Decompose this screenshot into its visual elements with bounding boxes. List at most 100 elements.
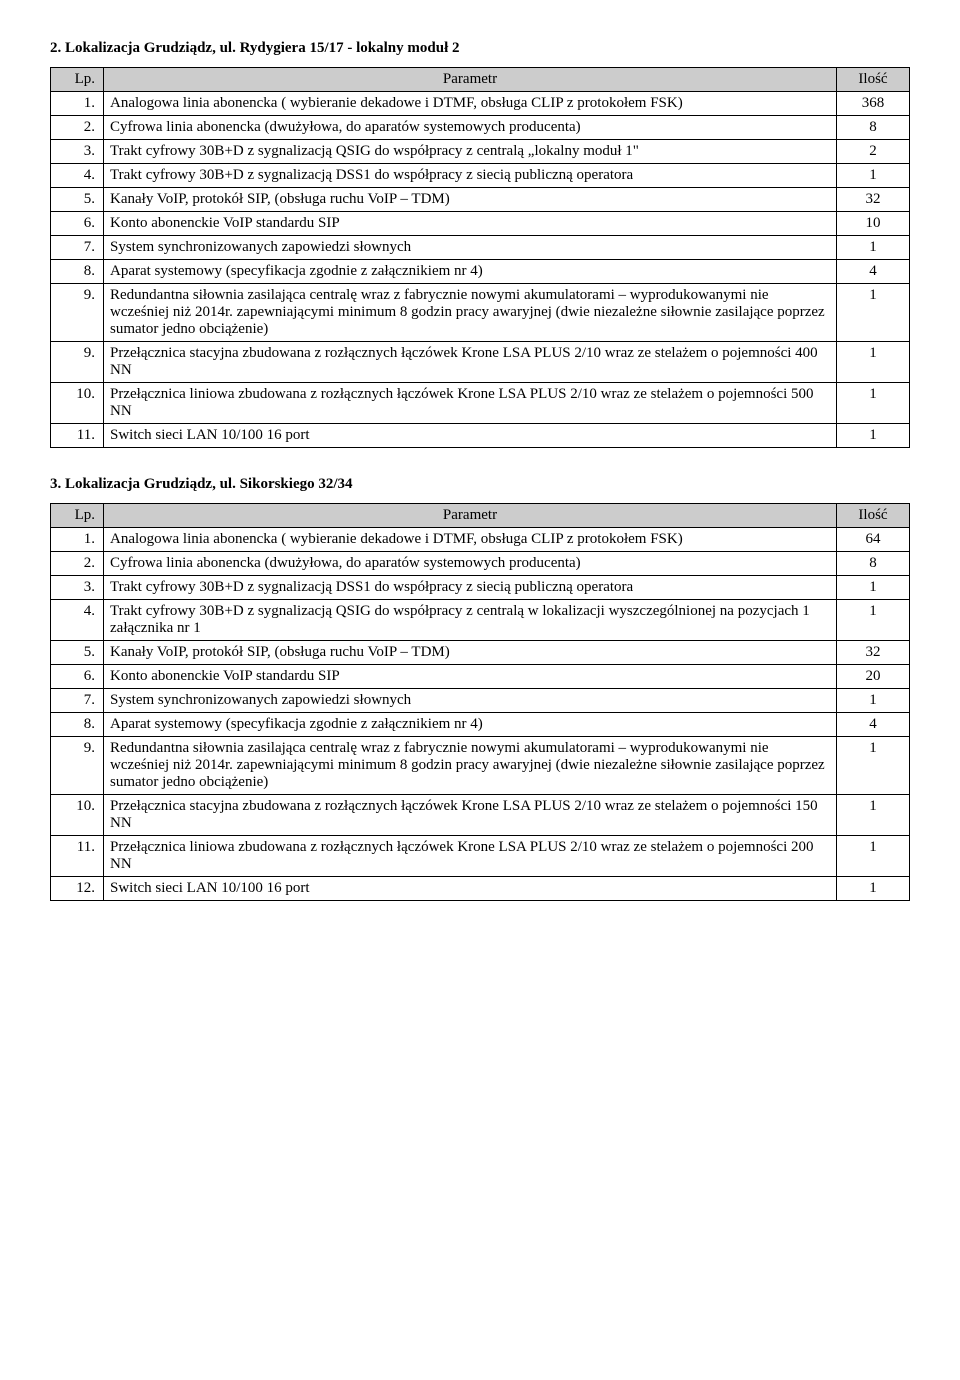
- table-row: 9.Redundantna siłownia zasilająca centra…: [51, 737, 910, 795]
- cell-ilosc: 32: [837, 641, 910, 665]
- table-row: 11.Switch sieci LAN 10/100 16 port1: [51, 424, 910, 448]
- cell-ilosc: 1: [837, 424, 910, 448]
- header-ilosc: Ilość: [837, 68, 910, 92]
- table-row: 6.Konto abonenckie VoIP standardu SIP20: [51, 665, 910, 689]
- header-param: Parametr: [104, 68, 837, 92]
- cell-ilosc: 1: [837, 689, 910, 713]
- cell-param: Trakt cyfrowy 30B+D z sygnalizacją DSS1 …: [104, 164, 837, 188]
- cell-lp: 5.: [51, 641, 104, 665]
- cell-param: Trakt cyfrowy 30B+D z sygnalizacją QSIG …: [104, 140, 837, 164]
- header-lp: Lp.: [51, 504, 104, 528]
- header-ilosc: Ilość: [837, 504, 910, 528]
- cell-ilosc: 4: [837, 713, 910, 737]
- cell-lp: 11.: [51, 836, 104, 877]
- table-row: 1.Analogowa linia abonencka ( wybieranie…: [51, 528, 910, 552]
- cell-ilosc: 1: [837, 795, 910, 836]
- cell-param: Aparat systemowy (specyfikacja zgodnie z…: [104, 260, 837, 284]
- cell-lp: 10.: [51, 383, 104, 424]
- cell-ilosc: 1: [837, 383, 910, 424]
- cell-ilosc: 368: [837, 92, 910, 116]
- cell-param: Kanały VoIP, protokół SIP, (obsługa ruch…: [104, 641, 837, 665]
- cell-lp: 2.: [51, 552, 104, 576]
- cell-param: Redundantna siłownia zasilająca centralę…: [104, 284, 837, 342]
- cell-ilosc: 8: [837, 116, 910, 140]
- cell-param: Kanały VoIP, protokół SIP, (obsługa ruch…: [104, 188, 837, 212]
- cell-ilosc: 20: [837, 665, 910, 689]
- table-row: 3.Trakt cyfrowy 30B+D z sygnalizacją DSS…: [51, 576, 910, 600]
- table-row: 4.Trakt cyfrowy 30B+D z sygnalizacją DSS…: [51, 164, 910, 188]
- table-1: Lp. Parametr Ilość 1.Analogowa linia abo…: [50, 67, 910, 448]
- cell-param: Switch sieci LAN 10/100 16 port: [104, 877, 837, 901]
- cell-param: Przełącznica liniowa zbudowana z rozłącz…: [104, 836, 837, 877]
- cell-ilosc: 10: [837, 212, 910, 236]
- table-1-header-row: Lp. Parametr Ilość: [51, 68, 910, 92]
- cell-lp: 11.: [51, 424, 104, 448]
- section-2-title: 3. Lokalizacja Grudziądz, ul. Sikorskieg…: [50, 476, 910, 493]
- cell-ilosc: 4: [837, 260, 910, 284]
- cell-lp: 3.: [51, 576, 104, 600]
- cell-lp: 6.: [51, 212, 104, 236]
- cell-lp: 4.: [51, 600, 104, 641]
- cell-lp: 8.: [51, 260, 104, 284]
- cell-param: Przełącznica stacyjna zbudowana z rozłąc…: [104, 795, 837, 836]
- cell-lp: 7.: [51, 689, 104, 713]
- table-row: 7.System synchronizowanych zapowiedzi sł…: [51, 236, 910, 260]
- cell-param: System synchronizowanych zapowiedzi słow…: [104, 689, 837, 713]
- cell-ilosc: 1: [837, 836, 910, 877]
- cell-param: Cyfrowa linia abonencka (dwużyłowa, do a…: [104, 116, 837, 140]
- cell-lp: 1.: [51, 92, 104, 116]
- cell-lp: 9.: [51, 737, 104, 795]
- cell-param: Redundantna siłownia zasilająca centralę…: [104, 737, 837, 795]
- cell-ilosc: 1: [837, 576, 910, 600]
- table-row: 10.Przełącznica liniowa zbudowana z rozł…: [51, 383, 910, 424]
- cell-lp: 10.: [51, 795, 104, 836]
- table-row: 5.Kanały VoIP, protokół SIP, (obsługa ru…: [51, 188, 910, 212]
- cell-lp: 8.: [51, 713, 104, 737]
- cell-lp: 3.: [51, 140, 104, 164]
- cell-ilosc: 1: [837, 877, 910, 901]
- cell-ilosc: 1: [837, 600, 910, 641]
- cell-param: Aparat systemowy (specyfikacja zgodnie z…: [104, 713, 837, 737]
- cell-lp: 9.: [51, 284, 104, 342]
- table-row: 2.Cyfrowa linia abonencka (dwużyłowa, do…: [51, 116, 910, 140]
- section-1-title: 2. Lokalizacja Grudziądz, ul. Rydygiera …: [50, 40, 910, 57]
- table-2: Lp. Parametr Ilość 1.Analogowa linia abo…: [50, 503, 910, 901]
- table-row: 7.System synchronizowanych zapowiedzi sł…: [51, 689, 910, 713]
- table-row: 8.Aparat systemowy (specyfikacja zgodnie…: [51, 260, 910, 284]
- cell-lp: 1.: [51, 528, 104, 552]
- cell-param: Konto abonenckie VoIP standardu SIP: [104, 665, 837, 689]
- table-row: 12.Switch sieci LAN 10/100 16 port1: [51, 877, 910, 901]
- table-row: 5.Kanały VoIP, protokół SIP, (obsługa ru…: [51, 641, 910, 665]
- cell-lp: 2.: [51, 116, 104, 140]
- cell-param: Cyfrowa linia abonencka (dwużyłowa, do a…: [104, 552, 837, 576]
- cell-ilosc: 1: [837, 342, 910, 383]
- cell-param: Konto abonenckie VoIP standardu SIP: [104, 212, 837, 236]
- cell-param: Switch sieci LAN 10/100 16 port: [104, 424, 837, 448]
- header-param: Parametr: [104, 504, 837, 528]
- cell-param: Trakt cyfrowy 30B+D z sygnalizacją DSS1 …: [104, 576, 837, 600]
- cell-lp: 12.: [51, 877, 104, 901]
- cell-ilosc: 1: [837, 284, 910, 342]
- cell-param: Przełącznica stacyjna zbudowana z rozłąc…: [104, 342, 837, 383]
- table-row: 11.Przełącznica liniowa zbudowana z rozł…: [51, 836, 910, 877]
- cell-param: Analogowa linia abonencka ( wybieranie d…: [104, 92, 837, 116]
- header-lp: Lp.: [51, 68, 104, 92]
- table-row: 1.Analogowa linia abonencka ( wybieranie…: [51, 92, 910, 116]
- table-row: 3.Trakt cyfrowy 30B+D z sygnalizacją QSI…: [51, 140, 910, 164]
- table-row: 10.Przełącznica stacyjna zbudowana z roz…: [51, 795, 910, 836]
- table-row: 2.Cyfrowa linia abonencka (dwużyłowa, do…: [51, 552, 910, 576]
- cell-param: Analogowa linia abonencka ( wybieranie d…: [104, 528, 837, 552]
- cell-ilosc: 64: [837, 528, 910, 552]
- cell-param: Przełącznica liniowa zbudowana z rozłącz…: [104, 383, 837, 424]
- cell-ilosc: 32: [837, 188, 910, 212]
- cell-ilosc: 2: [837, 140, 910, 164]
- cell-ilosc: 1: [837, 236, 910, 260]
- cell-lp: 5.: [51, 188, 104, 212]
- cell-lp: 4.: [51, 164, 104, 188]
- cell-param: System synchronizowanych zapowiedzi słow…: [104, 236, 837, 260]
- table-row: 9.Przełącznica stacyjna zbudowana z rozł…: [51, 342, 910, 383]
- table-row: 9.Redundantna siłownia zasilająca centra…: [51, 284, 910, 342]
- cell-lp: 9.: [51, 342, 104, 383]
- table-row: 6.Konto abonenckie VoIP standardu SIP10: [51, 212, 910, 236]
- cell-lp: 7.: [51, 236, 104, 260]
